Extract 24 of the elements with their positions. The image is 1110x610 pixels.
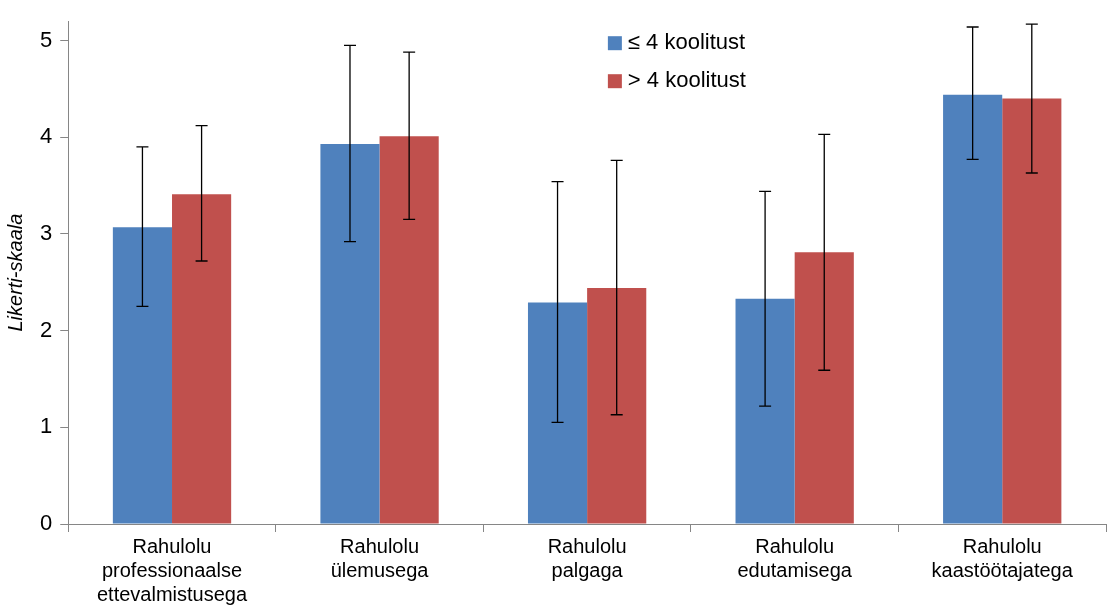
y-tick-label: 3 bbox=[39, 219, 53, 245]
bar bbox=[320, 144, 380, 524]
y-tick-label: 0 bbox=[39, 510, 53, 536]
x-tick-label: Rahulolu palgaga bbox=[547, 534, 627, 581]
legend-label: ≤ 4 koolitust bbox=[627, 29, 746, 55]
bar bbox=[527, 302, 588, 524]
y-axis-title: Likerti-skaala bbox=[3, 213, 26, 332]
x-tick-label: Rahulolu professionaalse ettevalmistusega bbox=[96, 534, 248, 605]
x-tick-label: Rahulolu ülemusega bbox=[330, 534, 430, 581]
bar bbox=[587, 288, 647, 524]
bar bbox=[943, 94, 1003, 524]
bar bbox=[735, 298, 795, 524]
y-tick-label: 1 bbox=[39, 413, 53, 439]
bar bbox=[172, 194, 232, 524]
legend-label: > 4 koolitust bbox=[627, 67, 746, 93]
x-tick-label: Rahulolu kaastöötajatega bbox=[931, 534, 1074, 581]
x-tick-label: Rahulolu edutamisega bbox=[737, 534, 853, 581]
bar bbox=[794, 252, 854, 524]
bar bbox=[1002, 98, 1062, 524]
bar bbox=[112, 227, 173, 524]
bar bbox=[379, 136, 439, 524]
y-tick-label: 2 bbox=[39, 316, 53, 342]
y-tick-label: 5 bbox=[39, 26, 53, 52]
y-tick-label: 4 bbox=[39, 123, 53, 149]
